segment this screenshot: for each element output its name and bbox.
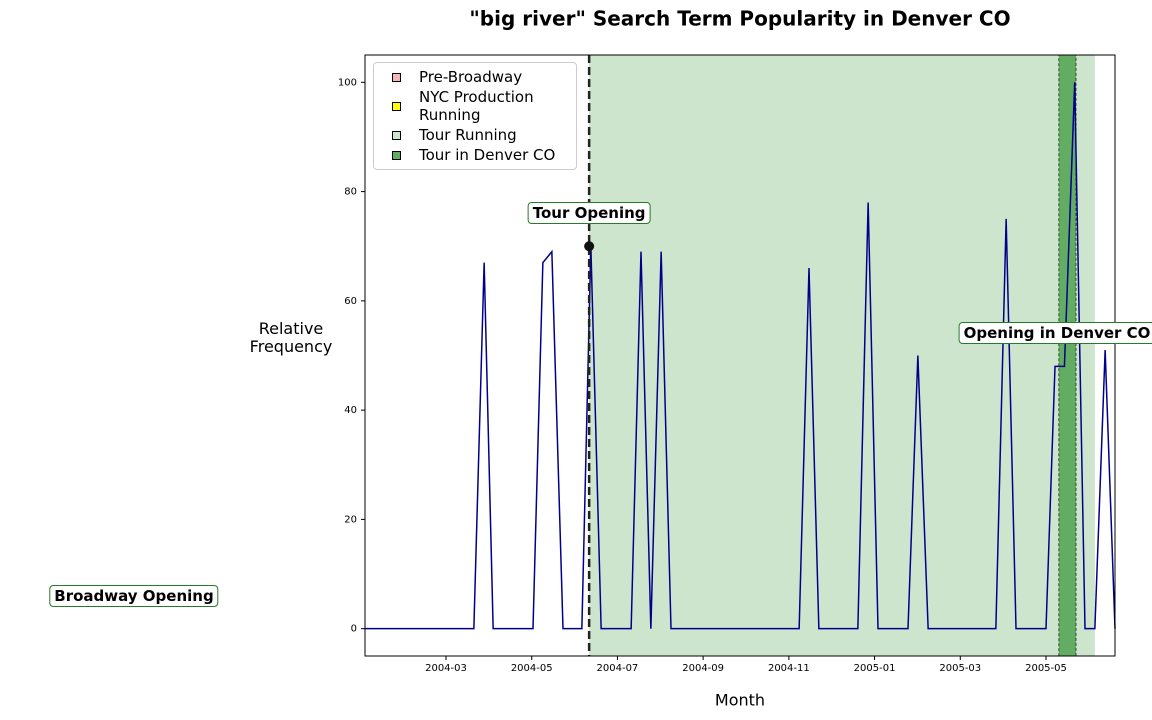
shaded-region [1058, 54, 1077, 657]
y-tick-label: 40 [344, 405, 357, 416]
x-tick-label: 2004-11 [768, 663, 810, 674]
x-tick-label: 2005-05 [1025, 663, 1067, 674]
y-tick-label: 20 [344, 514, 357, 525]
x-tick-label: 2005-01 [854, 663, 896, 674]
legend-label: Tour in Denver CO [419, 146, 556, 164]
legend-swatch [392, 101, 401, 111]
x-tick-label: 2004-05 [511, 663, 553, 674]
legend-swatch [392, 130, 401, 140]
legend: Pre-Broadway NYC Production Running Tour R… [373, 62, 577, 170]
data-line [365, 82, 1116, 630]
x-tick-label: 2004-03 [425, 663, 467, 674]
x-tick-label: 2004-07 [597, 663, 639, 674]
annotation: Tour Opening [527, 202, 651, 224]
chart-title: "big river" Search Term Popularity in De… [469, 7, 1010, 31]
legend-label: Pre-Broadway [419, 68, 523, 86]
x-tick-label: 2005-03 [939, 663, 981, 674]
legend-entry: Pre-Broadway [374, 68, 576, 86]
legend-swatch [392, 72, 401, 82]
y-axis-label: Relative Frequency [249, 319, 333, 356]
annotation-point [584, 241, 595, 252]
plot-frame [364, 54, 1116, 657]
legend-label: NYC Production Running [419, 88, 534, 124]
x-tick-label: 2004-09 [682, 663, 724, 674]
legend-label: Tour Running [419, 126, 517, 144]
y-tick-label: 80 [344, 187, 357, 198]
legend-entry: Tour in Denver CO [374, 146, 576, 164]
legend-entry: NYC Production Running [374, 88, 576, 124]
legend-swatch [392, 150, 401, 160]
annotation: Opening in Denver CO [958, 322, 1152, 344]
y-tick-label: 100 [338, 77, 357, 88]
y-tick-label: 0 [351, 624, 357, 635]
x-axis-label: Month [715, 691, 765, 710]
annotation: Broadway Opening [49, 585, 219, 607]
legend-entry: Tour Running [374, 126, 576, 144]
shaded-region [589, 55, 1095, 656]
y-tick-label: 60 [344, 296, 357, 307]
